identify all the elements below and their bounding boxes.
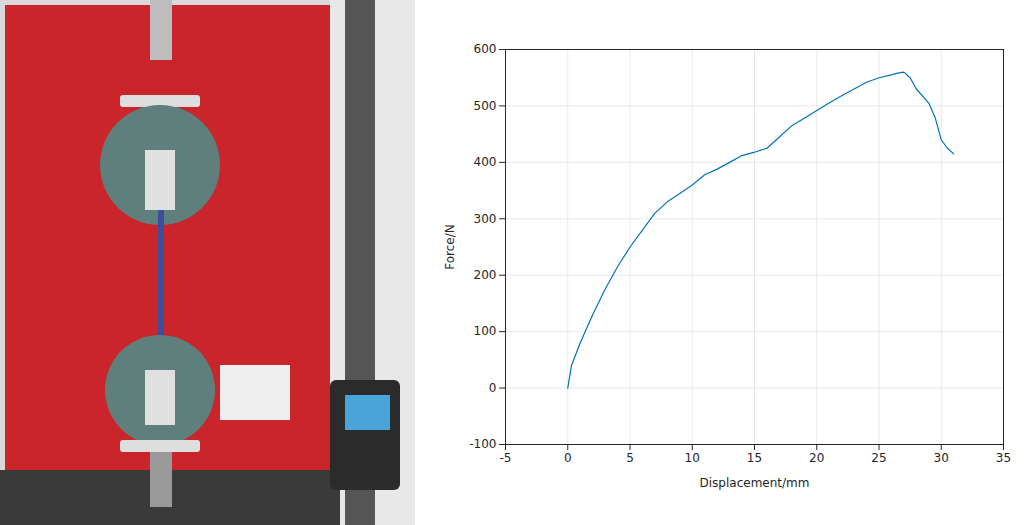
svg-text:Force/N: Force/N: [443, 224, 457, 270]
svg-text:0: 0: [489, 381, 497, 395]
svg-text:-5: -5: [500, 451, 512, 465]
svg-text:200: 200: [474, 268, 497, 282]
svg-text:15: 15: [747, 451, 762, 465]
svg-text:0: 0: [564, 451, 572, 465]
svg-text:500: 500: [474, 99, 497, 113]
svg-text:10: 10: [685, 451, 700, 465]
svg-text:400: 400: [474, 155, 497, 169]
svg-text:600: 600: [474, 42, 497, 56]
svg-text:25: 25: [871, 451, 886, 465]
svg-text:35: 35: [996, 451, 1011, 465]
svg-text:20: 20: [809, 451, 824, 465]
svg-text:5: 5: [626, 451, 634, 465]
svg-text:100: 100: [474, 324, 497, 338]
svg-text:300: 300: [474, 212, 497, 226]
svg-text:Displacement/mm: Displacement/mm: [700, 476, 810, 490]
svg-text:-100: -100: [469, 437, 496, 451]
svg-text:30: 30: [934, 451, 949, 465]
